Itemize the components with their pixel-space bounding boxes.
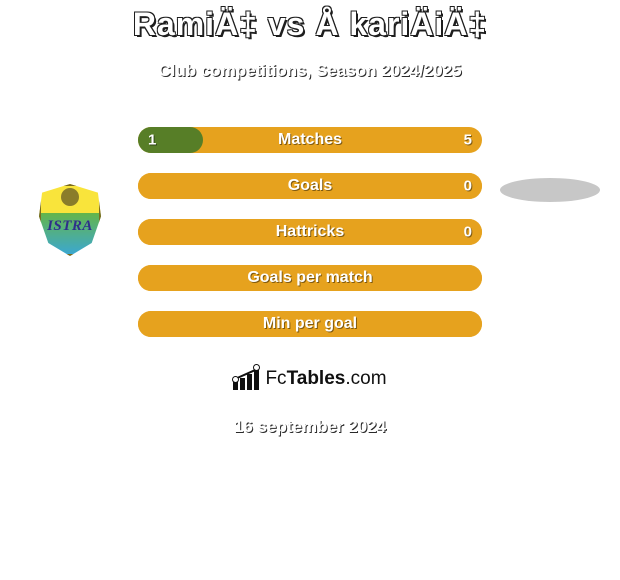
bar-left-fill [138, 311, 482, 337]
comparison-bars: 1 Matches 5 Goals 0 Hattricks 0 Goals pe… [138, 127, 482, 337]
stats-card: RamiÄ‡ vs Å kariÄiÄ‡ Club competitions, … [0, 0, 620, 580]
page-subtitle: Club competitions, Season 2024/2025 [0, 61, 620, 81]
fctables-logo[interactable]: FcTables.com [202, 357, 418, 401]
logo-text-tables: Tables [287, 368, 346, 389]
bar-left-fill [138, 265, 482, 291]
bar-left-fill [138, 173, 482, 199]
bar-row-goals: Goals 0 [138, 173, 482, 199]
page-title: RamiÄ‡ vs Å kariÄiÄ‡ [0, 0, 620, 43]
player-right-oval-mid [500, 178, 600, 202]
bar-row-min-per-goal: Min per goal [138, 311, 482, 337]
logo-text-suffix: .com [345, 368, 386, 389]
bar-row-hattricks: Hattricks 0 [138, 219, 482, 245]
bar-row-matches: 1 Matches 5 [138, 127, 482, 153]
club-badge: ISTRA [20, 170, 120, 270]
bar-row-goals-per-match: Goals per match [138, 265, 482, 291]
club-badge-text: ISTRA [39, 218, 101, 235]
player-left-oval [8, 128, 112, 148]
player-right-oval-top [500, 126, 600, 150]
logo-text-fc: Fc [265, 368, 286, 389]
club-badge-shield: ISTRA [39, 184, 101, 256]
logo-chart-icon [233, 368, 259, 390]
page-date: 16 september 2024 [0, 417, 620, 437]
logo-text: FcTables.com [265, 368, 386, 390]
club-badge-ball-icon [61, 188, 79, 206]
bar-left-fill [138, 127, 203, 153]
bar-left-fill [138, 219, 482, 245]
